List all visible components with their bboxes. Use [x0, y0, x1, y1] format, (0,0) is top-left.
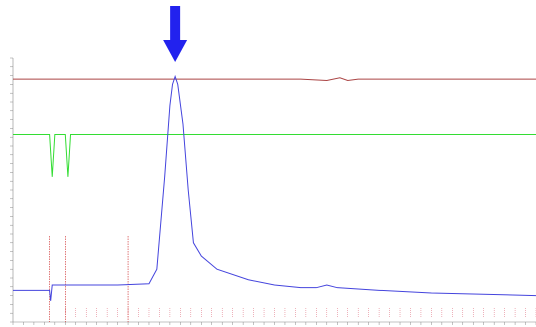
peak-arrow-group — [163, 6, 188, 62]
y-axis — [10, 57, 14, 323]
peak-arrow — [163, 6, 188, 62]
series-line-2 — [13, 134, 536, 177]
y-ticks — [10, 57, 13, 323]
series-lines — [13, 74, 536, 301]
series-line-3 — [13, 74, 536, 301]
x-ticks — [12, 308, 536, 325]
event-markers — [49, 236, 129, 322]
series-line-1 — [13, 77, 536, 81]
x-axis — [12, 308, 536, 325]
